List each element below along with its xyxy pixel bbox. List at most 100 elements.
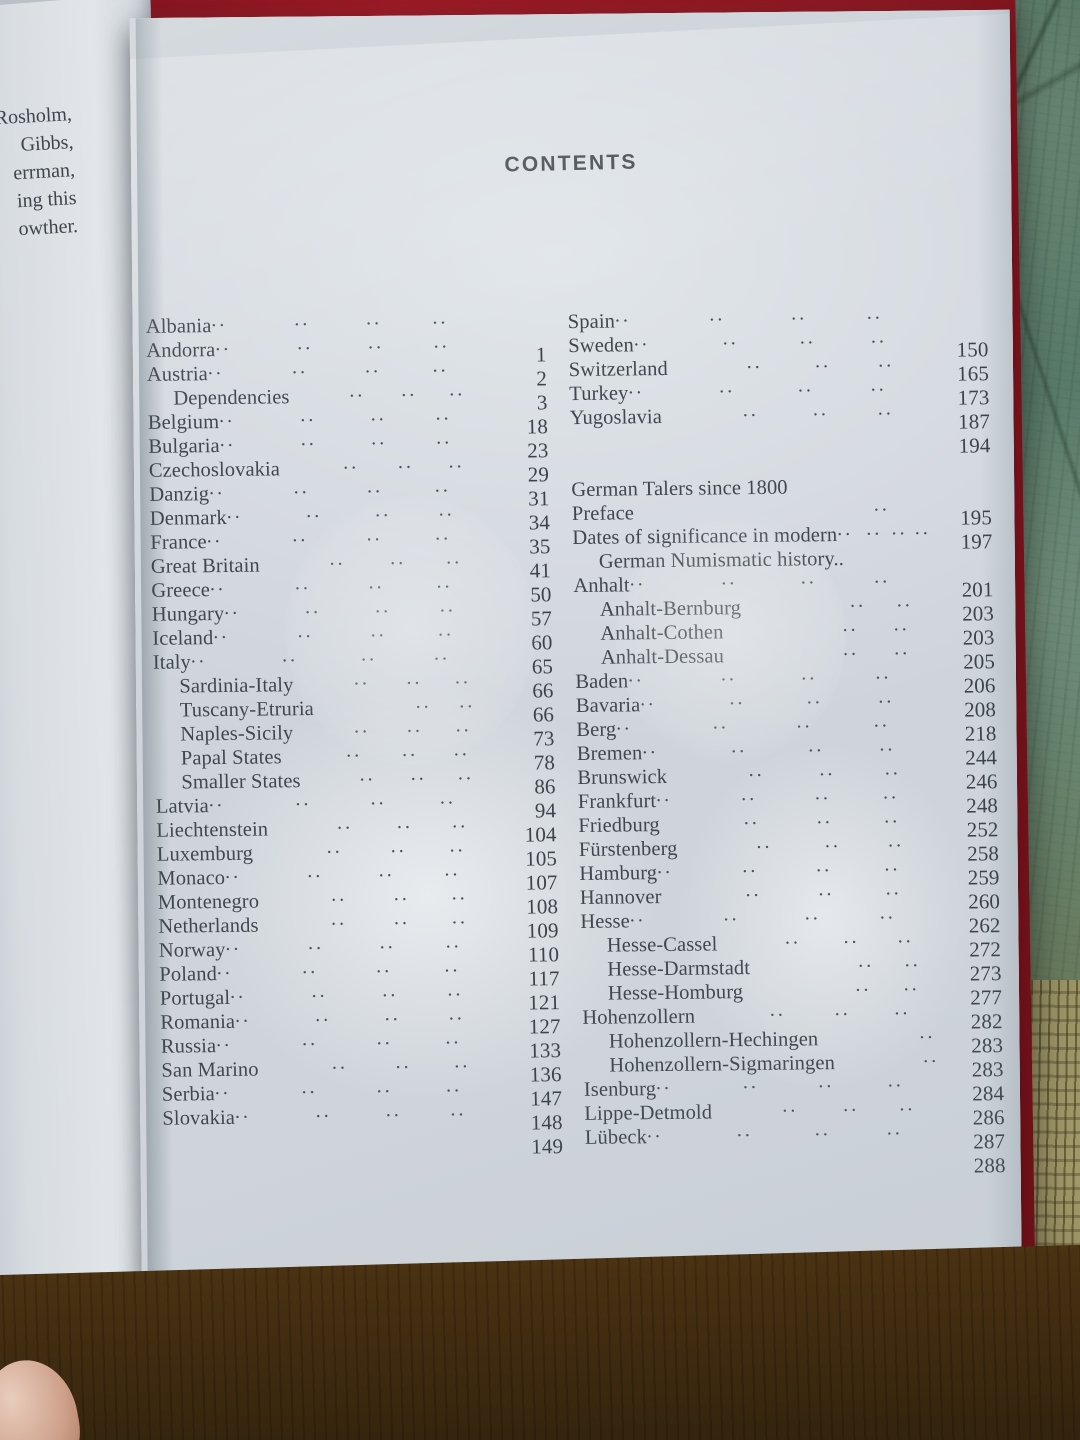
toc-entry-page-number: 273 xyxy=(969,961,1002,986)
toc-entry-page-number: 86 xyxy=(534,774,556,799)
toc-row[interactable]: Poland........ 117 xyxy=(159,958,560,991)
toc-row[interactable]: 149 xyxy=(163,1126,563,1158)
toc-entry-page-number: 73 xyxy=(533,726,555,751)
toc-leader-dots: .... xyxy=(849,595,913,612)
toc-row[interactable]: Montenegro...... 108 xyxy=(158,886,559,919)
toc-entry-label: Friedburg xyxy=(578,814,660,837)
toc-entry-label: Switzerland xyxy=(568,357,669,382)
toc-entry-label: Luxemburg xyxy=(156,842,254,866)
toc-row[interactable]: Liechtenstein...... 104 xyxy=(156,814,557,847)
toc-row[interactable]: Sardinia-Italy...... 66 xyxy=(153,670,554,703)
toc-row[interactable]: Frankfurt........ 248 xyxy=(578,785,999,818)
toc-row[interactable]: Hohenzollern-Sigmaringen.. 283 xyxy=(583,1049,1004,1082)
toc-row[interactable]: Sweden........ 150 xyxy=(568,329,989,362)
toc-row[interactable]: Anhalt-Bernburg.... 203 xyxy=(574,593,995,626)
toc-row[interactable]: Czechoslovakia...... 29 xyxy=(149,454,550,487)
toc-row[interactable]: Anhalt-Dessau.... 205 xyxy=(575,641,996,674)
toc-entry-page-number: 244 xyxy=(964,745,998,770)
toc-row[interactable]: Anhalt........ 201 xyxy=(573,569,994,602)
toc-leader-dots: ........ xyxy=(655,1075,905,1095)
toc-row[interactable]: Hesse-Homburg.... 277 xyxy=(582,977,1003,1010)
toc-row[interactable]: France........ 35 xyxy=(150,526,551,559)
toc-row[interactable]: Berg........ 218 xyxy=(576,713,997,746)
toc-entry-label: Bavaria xyxy=(575,694,641,718)
toc-entry-label: Italy xyxy=(152,651,192,674)
toc-row[interactable]: Lübeck........ 287 xyxy=(585,1121,1006,1154)
toc-row[interactable]: Hohenzollern-Hechingen.. 283 xyxy=(583,1025,1004,1058)
toc-row[interactable]: Luxemburg...... 105 xyxy=(156,838,558,871)
toc-row[interactable]: Greece........ 50 xyxy=(151,574,552,607)
toc-row[interactable]: Friedburg...... 252 xyxy=(578,809,999,842)
toc-row[interactable]: Papal States...... 78 xyxy=(155,742,556,775)
toc-row[interactable]: Smaller States...... 86 xyxy=(155,766,556,799)
toc-row[interactable]: Portugal........ 121 xyxy=(160,982,561,1015)
toc-row[interactable]: Anhalt-Cothen.... 203 xyxy=(574,617,995,650)
toc-leader-dots: ........ xyxy=(640,691,895,711)
toc-row[interactable]: Norway........ 110 xyxy=(159,934,560,967)
toc-row[interactable]: Serbia........ 147 xyxy=(162,1078,563,1111)
toc-row[interactable]: Monaco........ 107 xyxy=(157,862,558,895)
toc-row[interactable]: Austria........ 2 xyxy=(147,358,548,390)
toc-row[interactable]: Dates of significance in modern........ 1… xyxy=(572,521,993,554)
toc-row[interactable]: Belgium........ 18 xyxy=(148,406,549,439)
toc-row[interactable]: Andorra........ 1 xyxy=(146,334,547,366)
toc-row[interactable]: Great Britain...... 41 xyxy=(150,550,552,583)
toc-row[interactable]: Baden........ 206 xyxy=(575,665,996,698)
toc-row[interactable]: Brunswick...... 246 xyxy=(577,761,998,794)
toc-entry-label: Lippe-Detmold xyxy=(584,1101,713,1125)
toc-row[interactable]: Denmark........ 34 xyxy=(150,502,551,535)
toc-leader-dots: .... xyxy=(842,619,910,636)
toc-row[interactable]: 288 xyxy=(585,1145,1005,1177)
toc-row[interactable]: Romania........ 127 xyxy=(160,1006,561,1039)
toc-row[interactable]: Hohenzollern...... 282 xyxy=(582,1001,1003,1034)
toc-row[interactable]: Isenburg........ 284 xyxy=(584,1073,1005,1106)
toc-row[interactable]: Netherlands...... 109 xyxy=(158,910,559,943)
toc-row[interactable]: 194 xyxy=(570,425,990,457)
toc-row[interactable]: Hamburg........ 259 xyxy=(579,857,1000,890)
toc-row[interactable]: Dependencies...... 3 xyxy=(147,382,548,414)
toc-row[interactable]: Iceland........ 60 xyxy=(152,622,553,655)
toc-row[interactable]: Hesse-Darmstadt.... 273 xyxy=(581,953,1002,986)
toc-leader-dots: ........ xyxy=(629,571,891,591)
toc-entry-label: Romania xyxy=(160,1010,236,1034)
toc-row[interactable]: Turkey........ 173 xyxy=(569,377,990,410)
toc-row[interactable]: Yugoslavia...... 187 xyxy=(570,401,991,434)
toc-row[interactable]: Italy........ 65 xyxy=(152,646,554,679)
toc-row[interactable]: Naples-Sicily...... 73 xyxy=(154,718,555,751)
toc-entry-label: Albania xyxy=(145,315,212,338)
toc-row[interactable]: Switzerland...... 165 xyxy=(568,353,990,386)
toc-row[interactable]: Tuscany-Etruria.... 66 xyxy=(154,694,555,727)
toc-leader-dots: ...... xyxy=(748,763,901,782)
toc-entry-label: Bremen xyxy=(576,742,643,765)
toc-row[interactable]: Hungary........ 57 xyxy=(152,598,553,631)
toc-entry-page-number: 287 xyxy=(972,1129,1006,1154)
toc-leader-dots: ...... xyxy=(349,384,466,402)
toc-entry-page-number: 283 xyxy=(971,1057,1004,1082)
toc-row[interactable]: San Marino...... 136 xyxy=(161,1054,562,1087)
toc-row[interactable]: Slovakia........ 148 xyxy=(162,1102,563,1135)
toc-row[interactable]: Albania........ xyxy=(146,310,546,339)
toc-entry-label: France xyxy=(150,531,207,554)
toc-row[interactable]: Hannover...... 260 xyxy=(580,881,1001,914)
toc-row[interactable]: Spain........ xyxy=(568,305,988,334)
toc-row[interactable]: Bavaria........ 208 xyxy=(575,689,997,722)
toc-entry-page-number: 201 xyxy=(961,577,994,602)
toc-row[interactable]: Hesse........ 262 xyxy=(580,905,1001,938)
toc-row[interactable]: Danzig........ 31 xyxy=(149,478,550,511)
toc-leader-dots: ........ xyxy=(628,379,887,399)
toc-row[interactable]: Bremen........ 244 xyxy=(576,737,998,770)
toc-entry-label: Great Britain xyxy=(150,554,260,578)
toc-entry-label: Brunswick xyxy=(577,765,668,789)
toc-row[interactable]: Latvia........ 94 xyxy=(156,790,557,823)
toc-row[interactable]: Preface.. 195 xyxy=(572,497,993,530)
toc-row[interactable]: Hesse-Cassel...... 272 xyxy=(581,929,1002,962)
toc-row[interactable]: Lippe-Detmold...... 286 xyxy=(584,1097,1005,1130)
toc-row[interactable]: Fürstenberg...... 258 xyxy=(579,833,1000,866)
toc-entry-label: Hohenzollern-Hechingen xyxy=(608,1028,819,1053)
toc-leader-dots: ...... xyxy=(769,1003,911,1021)
toc-entry-label: Hesse-Homburg xyxy=(607,981,744,1005)
toc-row[interactable]: Russia........ 133 xyxy=(161,1030,562,1063)
toc-row[interactable]: Bulgaria........ 23 xyxy=(148,430,549,463)
toc-leader-dots: ...... xyxy=(342,456,465,474)
toc-leader-dots: ...... xyxy=(345,744,470,762)
